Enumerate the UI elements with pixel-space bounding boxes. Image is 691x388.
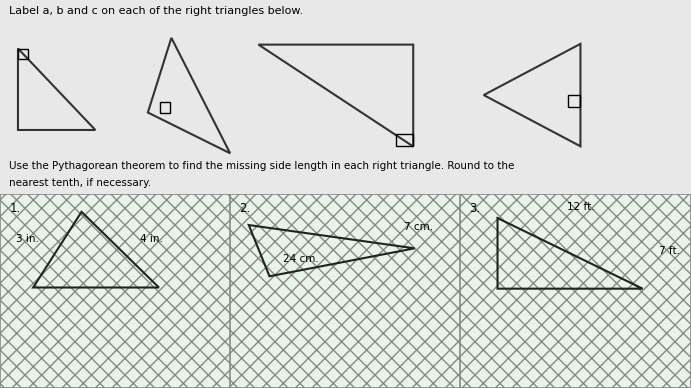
Text: 7 ft.: 7 ft. [659,246,680,256]
Text: Use the Pythagorean theorem to find the missing side length in each right triang: Use the Pythagorean theorem to find the … [9,161,514,171]
Text: 12 ft.: 12 ft. [567,203,594,213]
Text: 1.: 1. [9,202,21,215]
Text: nearest tenth, if necessary.: nearest tenth, if necessary. [9,178,151,188]
Text: 3 in.: 3 in. [16,234,39,244]
Text: 24 cm.: 24 cm. [283,254,319,264]
Text: 3.: 3. [469,202,480,215]
Text: Label a, b and c on each of the right triangles below.: Label a, b and c on each of the right tr… [9,6,303,16]
Text: 7 cm.: 7 cm. [404,222,433,232]
Text: 2.: 2. [239,202,251,215]
Text: 4 in.: 4 in. [140,234,162,244]
